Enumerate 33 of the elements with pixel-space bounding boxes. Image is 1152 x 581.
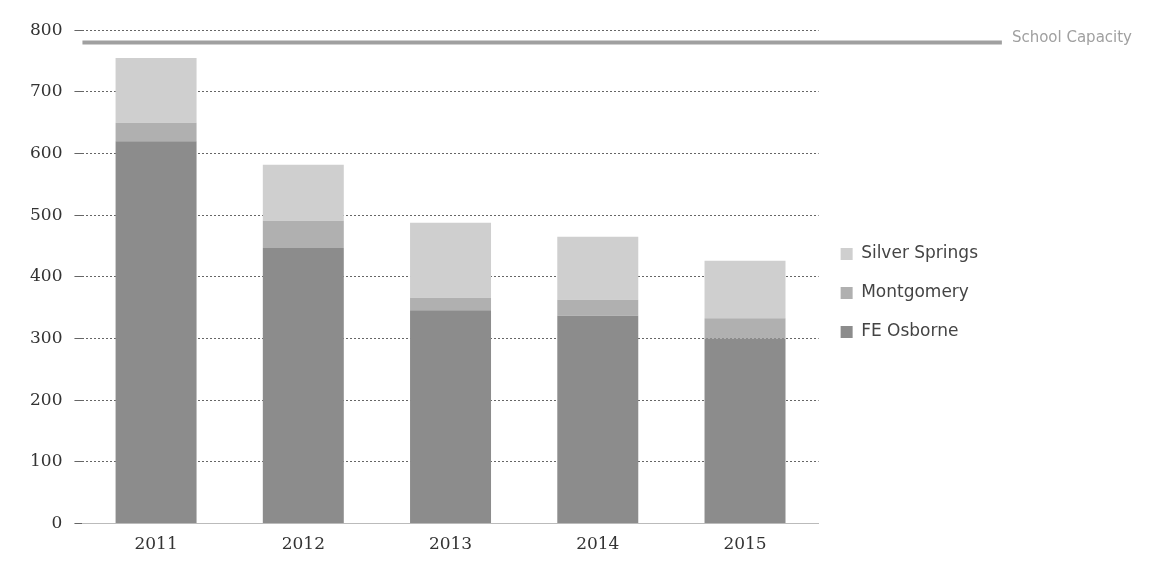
- bar: [262, 164, 344, 221]
- y-tick-label: 200: [29, 388, 63, 409]
- y-tick-label: 600: [29, 141, 63, 162]
- legend-label: Montgomery: [861, 281, 969, 302]
- y-tick-label: 500: [29, 203, 63, 224]
- bar: [410, 310, 492, 524]
- x-tick-label: 2012: [281, 533, 325, 554]
- bar: [262, 247, 344, 524]
- x-tick-label: 2014: [576, 533, 620, 554]
- bar: [410, 297, 492, 311]
- bar: [115, 141, 197, 524]
- x-tick-label: 2011: [134, 533, 178, 554]
- y-tick-label: 700: [29, 80, 63, 101]
- bar: [262, 220, 344, 248]
- legend-label: Silver Springs: [861, 242, 979, 263]
- bar: [557, 236, 639, 300]
- x-tick-label: 2013: [428, 533, 473, 554]
- bar: [115, 122, 197, 142]
- x-tick-label: 2015: [723, 533, 767, 554]
- bar: [410, 222, 492, 298]
- bar: [704, 318, 786, 339]
- bar: [115, 57, 197, 123]
- y-tick-label: 300: [29, 327, 63, 347]
- legend-label: FE Osborne: [861, 320, 959, 341]
- y-tick-label: 0: [51, 512, 63, 533]
- bar: [557, 315, 639, 524]
- y-tick-label: 400: [29, 265, 63, 286]
- bar: [704, 260, 786, 319]
- y-tick-label: 100: [29, 450, 63, 471]
- bar: [557, 299, 639, 316]
- y-tick-label: 800: [29, 18, 63, 39]
- bar: [704, 338, 786, 524]
- ref-line-label: School Capacity: [1011, 28, 1133, 47]
